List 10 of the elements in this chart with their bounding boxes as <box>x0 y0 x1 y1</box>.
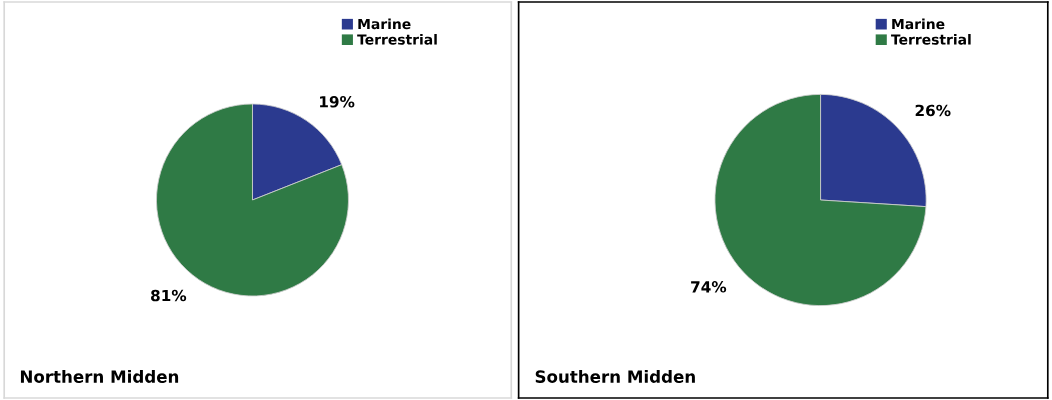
data-label: 19% <box>320 96 355 108</box>
text: Northern Midden <box>20 369 179 383</box>
legend-label: Terrestrial <box>891 33 971 45</box>
data-label: 74% <box>691 281 727 293</box>
legend-label: Terrestrial <box>357 33 437 45</box>
data-label: 26% <box>915 104 951 117</box>
legend-label: Marine <box>358 18 411 30</box>
text: Southern Midden <box>535 369 695 383</box>
legend-label: Marine <box>892 18 945 30</box>
data-label: 81% <box>151 289 187 302</box>
